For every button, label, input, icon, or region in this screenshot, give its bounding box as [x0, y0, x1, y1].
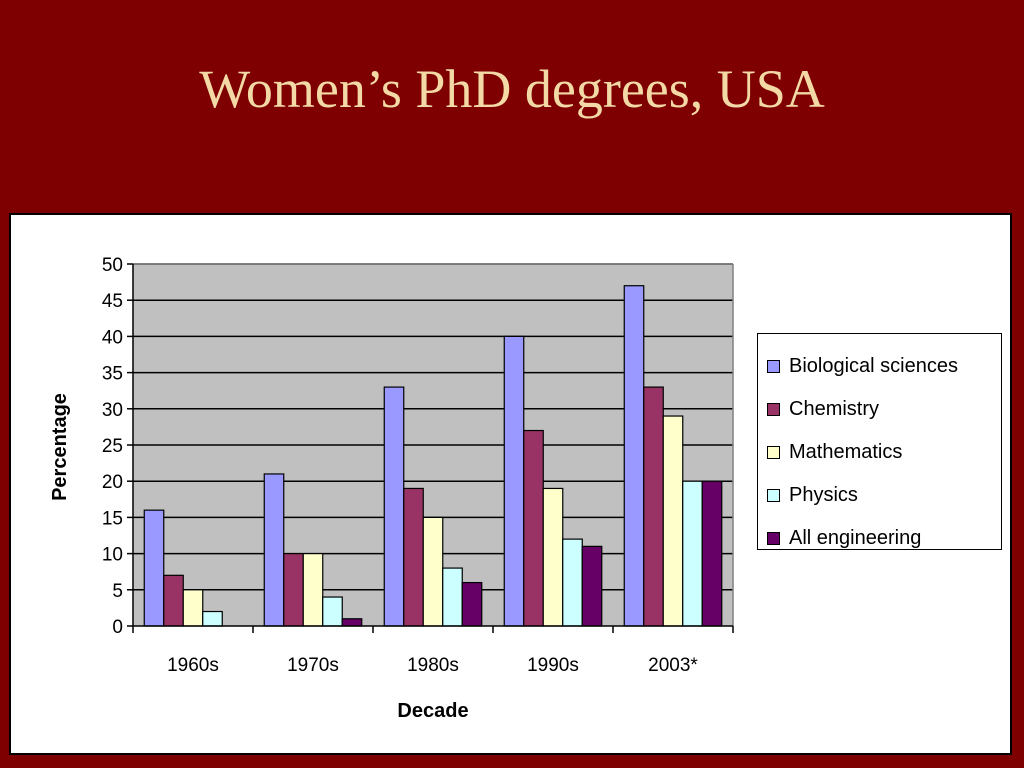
- legend-swatch: [767, 403, 780, 416]
- bar: [562, 538, 583, 627]
- x-tick-label: 2003*: [648, 655, 698, 676]
- legend-swatch: [767, 532, 780, 545]
- legend-label: Mathematics: [789, 441, 903, 463]
- y-tick-label: 50: [102, 255, 123, 276]
- legend-label: Physics: [789, 484, 858, 506]
- x-tick-label: 1960s: [167, 655, 219, 676]
- chart-legend: Biological sciences Chemistry Mathematics P…: [757, 333, 1002, 550]
- x-tick-label: 1980s: [407, 655, 459, 676]
- legend-item: All engineering: [758, 517, 1001, 560]
- bar: [682, 480, 703, 627]
- bar: [623, 285, 645, 627]
- bar: [322, 596, 343, 627]
- bar: [163, 574, 184, 627]
- bar: [503, 335, 525, 627]
- legend-item: Chemistry: [758, 388, 1001, 431]
- bar: [302, 553, 324, 627]
- y-tick-label: 45: [102, 291, 123, 312]
- y-tick-label: 30: [102, 400, 123, 421]
- legend-swatch: [767, 360, 780, 373]
- bar: [701, 480, 723, 627]
- y-tick-label: 40: [102, 327, 123, 348]
- x-axis-title: Decade: [397, 700, 468, 722]
- bar: [542, 487, 564, 627]
- bar-chart: 0 5 10 15 20 25 30 35 40 45 50 1960s 1970s 1980s 1990s…: [49, 255, 734, 722]
- legend-swatch: [767, 446, 780, 459]
- y-tick-label: 10: [102, 545, 123, 566]
- legend-item: Biological sciences: [758, 345, 1001, 388]
- legend-item: Physics: [758, 474, 1001, 517]
- bar: [461, 581, 483, 627]
- x-tick-label: 1990s: [527, 655, 579, 676]
- bar: [643, 386, 664, 627]
- y-tick-label: 35: [102, 364, 123, 385]
- bar: [263, 473, 285, 627]
- y-tick-label: 25: [102, 436, 123, 457]
- bar: [422, 516, 444, 627]
- bar: [403, 487, 424, 627]
- y-tick-label: 15: [102, 508, 123, 529]
- y-axis-title: Percentage: [49, 393, 71, 501]
- chart-panel: 0 5 10 15 20 25 30 35 40 45 50 1960s 1970s 1980s 1990s…: [9, 213, 1012, 755]
- legend-label: All engineering: [789, 527, 922, 549]
- y-tick-label: 20: [102, 472, 123, 493]
- bar: [283, 553, 304, 627]
- legend-swatch: [767, 489, 780, 502]
- bar: [581, 545, 603, 627]
- y-tick-label: 0: [112, 617, 123, 638]
- bar: [383, 386, 405, 627]
- bar: [662, 415, 684, 627]
- legend-item: Mathematics: [758, 431, 1001, 474]
- slide-title: Women’s PhD degrees, USA: [199, 59, 825, 119]
- legend-label: Biological sciences: [789, 355, 958, 377]
- bar: [523, 429, 544, 627]
- x-tick-label: 1970s: [287, 655, 339, 676]
- bar: [341, 618, 363, 627]
- bar: [182, 589, 204, 627]
- y-tick-label: 5: [112, 581, 123, 602]
- bar: [442, 567, 463, 627]
- bar: [202, 610, 223, 627]
- legend-label: Chemistry: [789, 398, 880, 420]
- bar: [143, 509, 165, 627]
